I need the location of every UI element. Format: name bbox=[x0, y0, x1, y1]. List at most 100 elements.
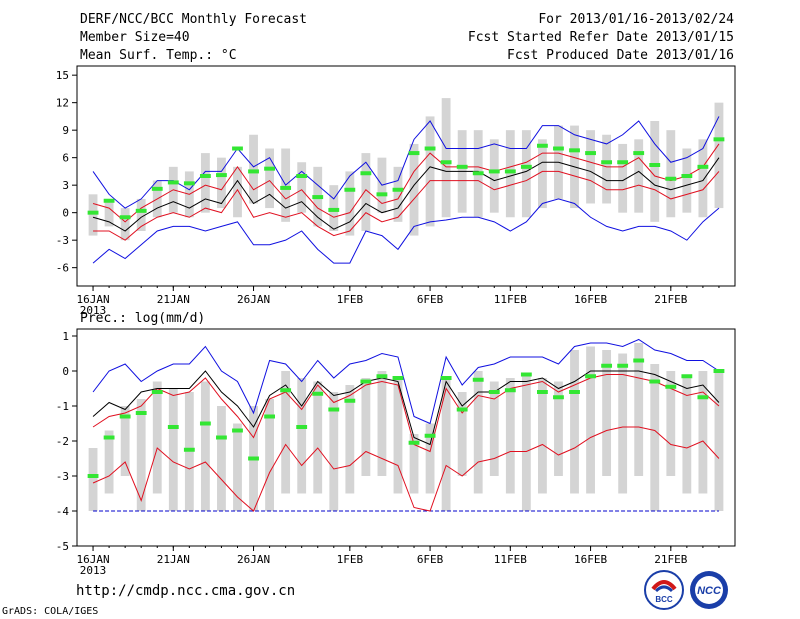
ncc-logo-text: NCC bbox=[697, 585, 722, 597]
spread-box bbox=[425, 116, 435, 227]
spread-box bbox=[505, 378, 515, 494]
mean-marker bbox=[537, 143, 548, 148]
spread-box bbox=[634, 139, 644, 213]
x-tick-label: 21FEB bbox=[654, 293, 687, 306]
mean-marker bbox=[408, 151, 420, 156]
x-tick-label: 16FEB bbox=[574, 553, 607, 566]
mean-marker bbox=[617, 363, 629, 368]
x-tick-year: 2013 bbox=[80, 304, 107, 317]
inner-high-line bbox=[92, 143, 720, 223]
median-line bbox=[92, 370, 720, 446]
spread-box bbox=[650, 364, 660, 511]
spread-box bbox=[104, 430, 114, 494]
mean-marker bbox=[199, 421, 211, 426]
x-tick-label: 16JAN bbox=[76, 293, 109, 306]
panel-frame-1 bbox=[76, 65, 736, 287]
spread-box bbox=[618, 353, 628, 494]
median-line bbox=[92, 157, 720, 232]
mean-marker bbox=[344, 398, 356, 403]
mean-marker bbox=[488, 169, 500, 174]
x-tick-label: 11FEB bbox=[494, 293, 527, 306]
mean-marker bbox=[472, 377, 484, 382]
mean-marker bbox=[312, 195, 324, 200]
spread-box bbox=[393, 166, 403, 222]
mean-marker bbox=[665, 176, 677, 181]
spread-box bbox=[521, 374, 531, 511]
y-tick-label: 12 bbox=[56, 97, 69, 110]
mean-marker bbox=[119, 414, 131, 419]
mean-marker bbox=[167, 425, 179, 429]
mean-marker bbox=[296, 425, 308, 429]
mean-marker bbox=[360, 171, 372, 176]
mean-marker bbox=[392, 376, 404, 380]
spread-box bbox=[88, 194, 98, 236]
x-tick-label: 21JAN bbox=[157, 293, 190, 306]
mean-marker bbox=[232, 146, 243, 151]
mean-marker bbox=[167, 180, 179, 185]
mean-marker bbox=[681, 174, 693, 178]
inner-high-line bbox=[92, 374, 720, 453]
bcc-logo-text: BCC bbox=[655, 595, 673, 604]
y-tick-label: 1 bbox=[62, 330, 69, 343]
spread-box bbox=[345, 171, 355, 236]
spread-box bbox=[200, 381, 210, 511]
spread-box bbox=[489, 139, 499, 213]
mean-marker bbox=[649, 379, 661, 384]
mean-marker bbox=[649, 163, 661, 167]
y-tick-label: 0 bbox=[62, 207, 69, 220]
mean-marker bbox=[199, 174, 211, 178]
mean-marker bbox=[328, 207, 340, 212]
mean-marker bbox=[537, 390, 548, 394]
mean-marker bbox=[697, 164, 709, 169]
mean-marker bbox=[151, 390, 163, 394]
spread-box bbox=[297, 378, 307, 494]
mean-marker bbox=[456, 164, 468, 169]
chart-title: DERF/NCC/BCC Monthly Forecast bbox=[80, 12, 307, 27]
spread-box bbox=[361, 153, 371, 231]
mean-marker bbox=[232, 428, 243, 433]
variable-label: Mean Surf. Temp.: °C bbox=[80, 48, 237, 63]
mean-marker bbox=[312, 391, 324, 396]
y-tick-label: 6 bbox=[62, 152, 69, 165]
mean-marker bbox=[456, 407, 468, 412]
mean-marker bbox=[151, 186, 163, 191]
mean-marker bbox=[697, 395, 709, 400]
y-tick-label: 0 bbox=[62, 365, 69, 378]
x-tick-label: 6FEB bbox=[417, 553, 444, 566]
spread-box bbox=[120, 406, 130, 476]
mean-marker bbox=[440, 160, 452, 165]
spread-box bbox=[505, 130, 515, 218]
mean-marker bbox=[504, 169, 516, 174]
spread-box bbox=[618, 143, 628, 213]
x-tick-label: 16FEB bbox=[574, 293, 607, 306]
spread-box bbox=[714, 371, 724, 511]
x-tick-label: 26JAN bbox=[237, 293, 270, 306]
mean-marker bbox=[633, 358, 645, 363]
spread-box bbox=[602, 134, 612, 204]
spread-box bbox=[297, 162, 307, 213]
start-date: Fcst Started Refer Date 2013/01/15 bbox=[467, 30, 734, 45]
footer-url[interactable]: http://cmdp.ncc.cma.gov.cn bbox=[76, 583, 296, 599]
mean-marker bbox=[488, 390, 500, 394]
mean-marker bbox=[264, 166, 275, 171]
mean-marker bbox=[504, 388, 516, 393]
mean-marker bbox=[280, 388, 292, 393]
spread-box bbox=[345, 385, 355, 494]
mean-marker bbox=[520, 372, 532, 377]
member-size: Member Size=40 bbox=[80, 30, 190, 45]
mean-marker bbox=[280, 185, 292, 190]
spread-box bbox=[554, 381, 563, 476]
spread-box bbox=[281, 371, 291, 494]
inner-low-line bbox=[93, 170, 720, 241]
mean-marker bbox=[376, 374, 388, 379]
ncc-logo: NCC bbox=[690, 571, 728, 609]
spread-box bbox=[152, 381, 162, 494]
x-tick-label: 26JAN bbox=[237, 553, 270, 566]
x-tick-label: 16JAN bbox=[76, 553, 109, 566]
mean-marker bbox=[183, 181, 195, 186]
panel-frame-2 bbox=[76, 328, 736, 547]
y-tick-label: -1 bbox=[56, 400, 69, 413]
y-tick-label: 9 bbox=[62, 124, 69, 137]
mean-marker bbox=[103, 198, 115, 203]
